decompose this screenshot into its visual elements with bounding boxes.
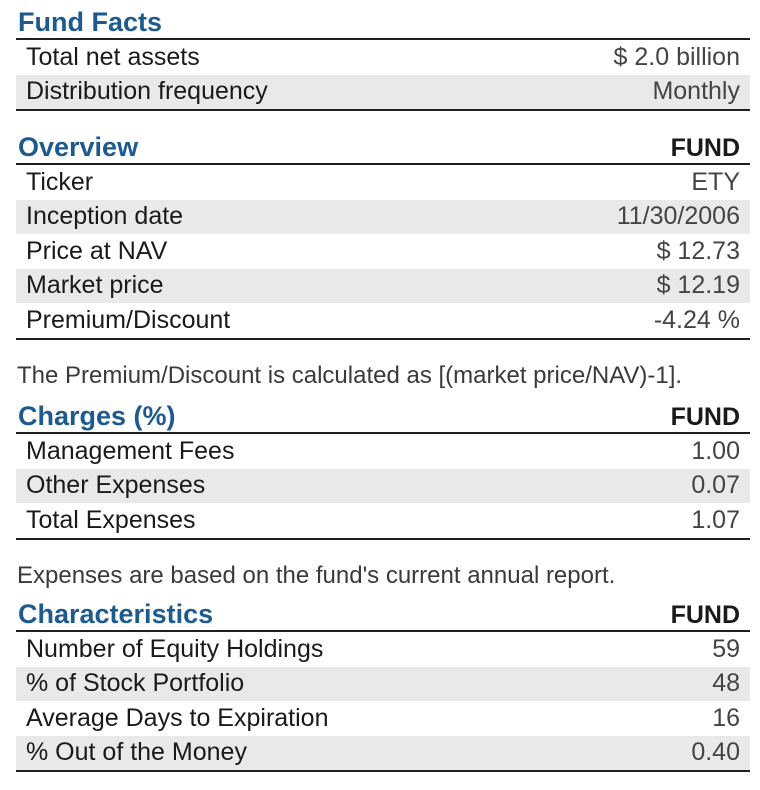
row-label: Number of Equity Holdings: [26, 634, 324, 663]
row-label: Distribution frequency: [26, 77, 268, 106]
table-row: Other Expenses 0.07: [16, 468, 750, 503]
row-value: 1.07: [691, 505, 740, 534]
table-row: Total Expenses 1.07: [16, 503, 750, 538]
fund-facts-section: Fund Facts Total net assets $ 2.0 billio…: [16, 6, 750, 111]
table-row: Total net assets $ 2.0 billion: [16, 40, 750, 75]
expenses-note: Expenses are based on the fund's current…: [17, 562, 616, 589]
charges-section: Charges (%) FUND Management Fees 1.00 Ot…: [16, 400, 750, 540]
row-value: 16: [712, 703, 740, 732]
table-row: Management Fees 1.00: [16, 434, 750, 469]
table-row: Market price $ 12.19: [16, 268, 750, 303]
row-label: Market price: [26, 271, 164, 300]
row-value: Monthly: [652, 77, 740, 106]
fund-facts-table: Total net assets $ 2.0 billion Distribut…: [16, 40, 750, 111]
fund-facts-header: Fund Facts: [16, 6, 750, 40]
table-row: Inception date 11/30/2006: [16, 199, 750, 234]
row-value: 1.00: [691, 436, 740, 465]
characteristics-header: Characteristics FUND: [16, 598, 750, 632]
overview-section: Overview FUND Ticker ETY Inception date …: [16, 131, 750, 340]
charges-title: Charges (%): [18, 401, 176, 431]
row-value: $ 12.19: [656, 271, 740, 300]
table-row: Ticker ETY: [16, 165, 750, 200]
table-row: % Out of the Money 0.40: [16, 735, 750, 770]
row-value: 59: [712, 634, 740, 663]
row-label: % of Stock Portfolio: [26, 669, 245, 698]
characteristics-title: Characteristics: [18, 599, 214, 629]
row-value: 0.40: [691, 738, 740, 767]
overview-column-header: FUND: [670, 134, 740, 162]
overview-table: Ticker ETY Inception date 11/30/2006 Pri…: [16, 165, 750, 340]
row-value: 0.07: [691, 471, 740, 500]
table-row: Distribution frequency Monthly: [16, 74, 750, 109]
row-label: % Out of the Money: [26, 738, 247, 767]
row-label: Inception date: [26, 202, 184, 231]
premium-discount-note: The Premium/Discount is calculated as [(…: [17, 362, 683, 389]
row-value: 11/30/2006: [616, 202, 740, 231]
table-row: Number of Equity Holdings 59: [16, 632, 750, 667]
table-row: Price at NAV $ 12.73: [16, 234, 750, 269]
charges-table: Management Fees 1.00 Other Expenses 0.07…: [16, 434, 750, 540]
row-label: Price at NAV: [26, 236, 168, 265]
row-value: 48: [712, 669, 740, 698]
characteristics-column-header: FUND: [670, 601, 740, 629]
row-label: Other Expenses: [26, 471, 206, 500]
overview-title: Overview: [18, 132, 139, 162]
row-label: Total net assets: [26, 42, 200, 71]
row-label: Premium/Discount: [26, 305, 231, 334]
table-row: Average Days to Expiration 16: [16, 701, 750, 736]
row-label: Average Days to Expiration: [26, 703, 329, 732]
characteristics-section: Characteristics FUND Number of Equity Ho…: [16, 598, 750, 772]
row-value: -4.24 %: [653, 305, 740, 334]
table-row: Premium/Discount -4.24 %: [16, 303, 750, 338]
row-value: $ 12.73: [656, 236, 740, 265]
row-value: ETY: [691, 167, 740, 196]
row-label: Total Expenses: [26, 505, 196, 534]
table-row: % of Stock Portfolio 48: [16, 666, 750, 701]
overview-header: Overview FUND: [16, 131, 750, 165]
characteristics-table: Number of Equity Holdings 59 % of Stock …: [16, 632, 750, 772]
row-label: Management Fees: [26, 436, 235, 465]
row-value: $ 2.0 billion: [613, 42, 740, 71]
charges-column-header: FUND: [670, 403, 740, 431]
charges-header: Charges (%) FUND: [16, 400, 750, 434]
row-label: Ticker: [26, 167, 94, 196]
fund-facts-title: Fund Facts: [18, 7, 163, 37]
